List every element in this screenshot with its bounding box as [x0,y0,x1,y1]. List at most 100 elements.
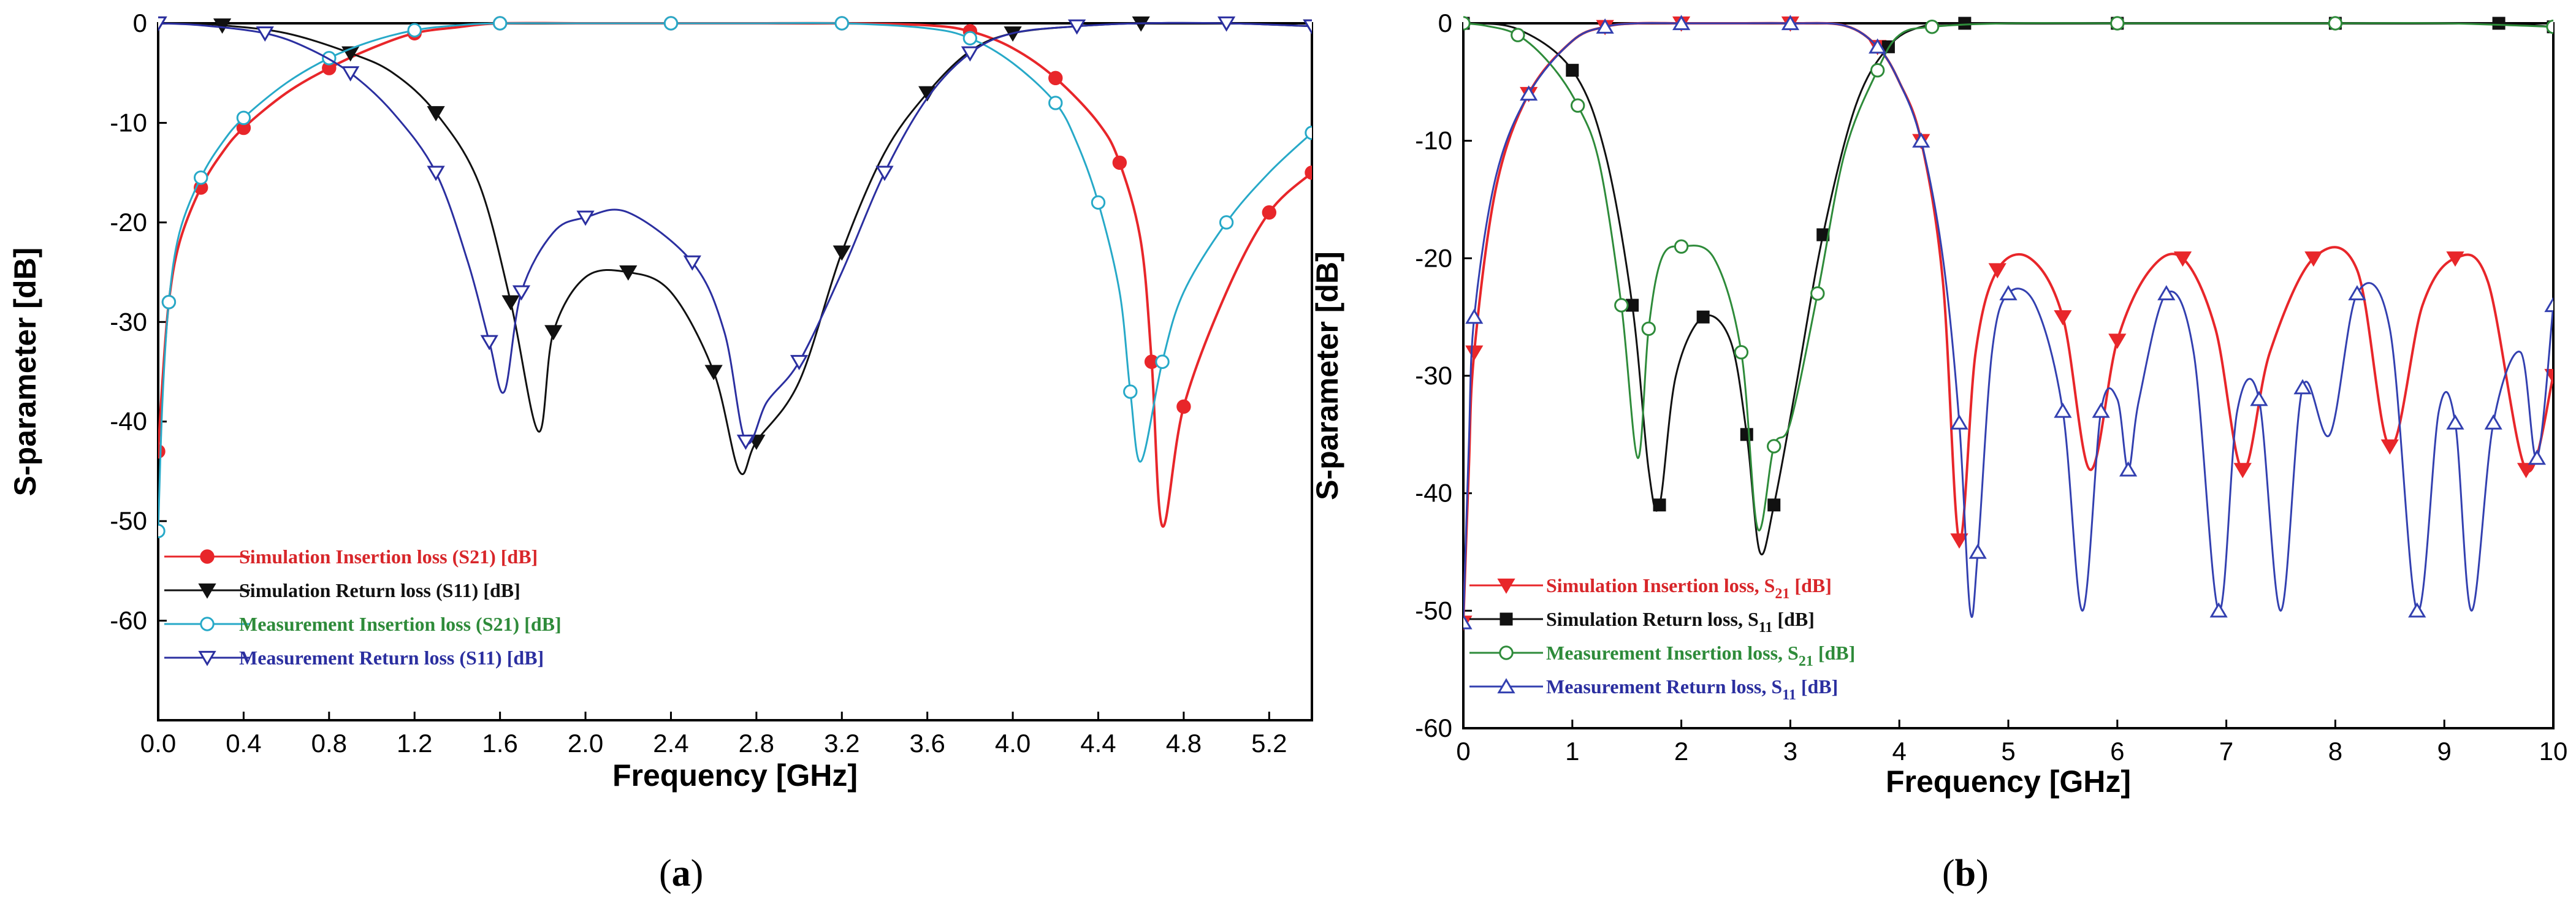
y-tick-label: -50 [1415,596,1452,625]
panel-label-letter: a [672,853,691,894]
data-point [427,106,445,121]
data-point [875,166,894,181]
legend-entry-subscript: 11 [1759,620,1773,636]
legend-entry: Measurement Return loss, S11 [dB] [1546,675,1838,703]
x-axis-label: Frequency [GHz] [612,758,858,793]
x-tick-label: 0.8 [311,729,347,758]
legend-entry-subscript: 21 [1799,653,1813,669]
data-point [1112,155,1127,170]
data-point [1781,15,1800,31]
data-point [158,444,166,459]
x-tick-label: 4.0 [995,729,1031,758]
data-point [2108,333,2127,349]
data-point [1912,132,1930,148]
legend: Simulation Insertion loss, S 21 [dB] Simul… [1469,574,1855,703]
legend-entry: Measurement Return loss (S11) [dB] [239,647,544,669]
data-point [2157,285,2176,300]
y-tick-label: -20 [1415,243,1452,272]
legend-entry-unit: [dB] [1813,642,1855,664]
x-tick-label: 10 [2539,737,2568,766]
data-point [2233,463,2252,479]
series-3 [1463,15,2553,630]
x-tick-label: 4.8 [1166,729,1202,758]
data-point [1570,98,1585,113]
x-tick-label: 4.4 [1080,729,1116,758]
x-tick-label: 8 [2328,737,2342,766]
data-point [1614,298,1629,313]
x-tick-label: 0.4 [226,729,261,758]
y-tick-label: -60 [1415,713,1452,742]
data-point [2054,402,2072,418]
legend-swatch-marker [1497,678,1515,694]
data-point [1068,19,1086,35]
x-tick-label: 9 [2437,737,2452,766]
legend-entry-text: Simulation Insertion loss, S [1546,574,1775,596]
data-point [1767,498,1781,512]
y-axis-label: S-parameter [dB] [8,248,42,497]
series-line [1463,22,2553,623]
panel-label-paren: ( [659,853,672,894]
data-point [2209,602,2228,618]
data-point [1520,85,1538,101]
data-point [962,31,978,46]
y-tick-label: -20 [110,208,147,237]
data-point [544,325,563,341]
data-point [1465,345,1484,361]
data-point [1048,70,1063,86]
data-point [576,210,595,226]
legend-swatch-marker [1499,645,1514,660]
data-point [158,16,167,32]
data-point [341,66,360,82]
series-line [1463,21,2553,623]
legend-swatch-marker [200,549,215,564]
x-tick-label: 5 [2001,737,2015,766]
data-point [480,335,498,351]
y-tick-label: -30 [1415,361,1452,390]
data-point [1176,399,1191,414]
x-tick-label: 3.6 [909,729,945,758]
data-point [2250,390,2268,406]
y-tick-label: 0 [1438,9,1452,37]
data-point [492,16,508,31]
data-point [1672,15,1691,31]
chart-panel-b: 0 1 2 3 4 5 6 7 8 9 10 0 -10 -20 -30 -40 -50 -60 Frequency… [1310,9,2567,894]
panel-label-letter: b [1955,853,1976,894]
data-point [213,18,232,34]
x-axis-label: Frequency [GHz] [1886,764,2131,799]
series-line [158,21,1312,531]
legend-swatch-marker [1499,612,1513,626]
data-point [2348,285,2366,300]
data-point [2446,414,2464,430]
data-point [1767,439,1781,454]
data-point [2517,463,2536,479]
data-point [1924,20,1940,34]
data-point [1465,308,1484,324]
data-point [1048,96,1063,110]
data-point [427,166,445,181]
y-tick-label: -10 [110,108,147,137]
x-tick-label: 1 [1565,737,1579,766]
legend-swatch-marker [1497,578,1515,594]
data-point [1511,28,1525,42]
legend-entry: Simulation Insertion loss (S21) [dB] [239,546,538,568]
y-tick-label: -40 [110,407,147,436]
legend: Simulation Insertion loss (S21) [dB] Simu… [164,546,562,669]
legend-entry: Simulation Return loss, S11 [dB] [1546,608,1815,636]
data-point [704,365,723,381]
y-tick-label: -40 [1415,479,1452,508]
data-point [501,295,520,311]
legend-entry: Simulation Return loss (S11) [dB] [239,579,520,601]
x-tick-label: 5.2 [1251,729,1287,758]
panel-label-paren: ) [1976,853,1989,894]
data-point [1674,239,1689,254]
y-tick-label: -10 [1415,126,1452,155]
data-point [1123,384,1138,399]
data-point [161,295,177,310]
data-point [2492,17,2506,30]
y-axis-label: S-parameter [dB] [1310,251,1344,500]
series-1 [158,16,1312,475]
chart-panel-a: 0.0 0.4 0.8 1.2 1.6 2.0 2.4 2.8 3.2 3.6 4.0 4.4 4.8 5… [8,9,1313,894]
data-point [2544,297,2553,313]
data-point [1653,498,1666,512]
